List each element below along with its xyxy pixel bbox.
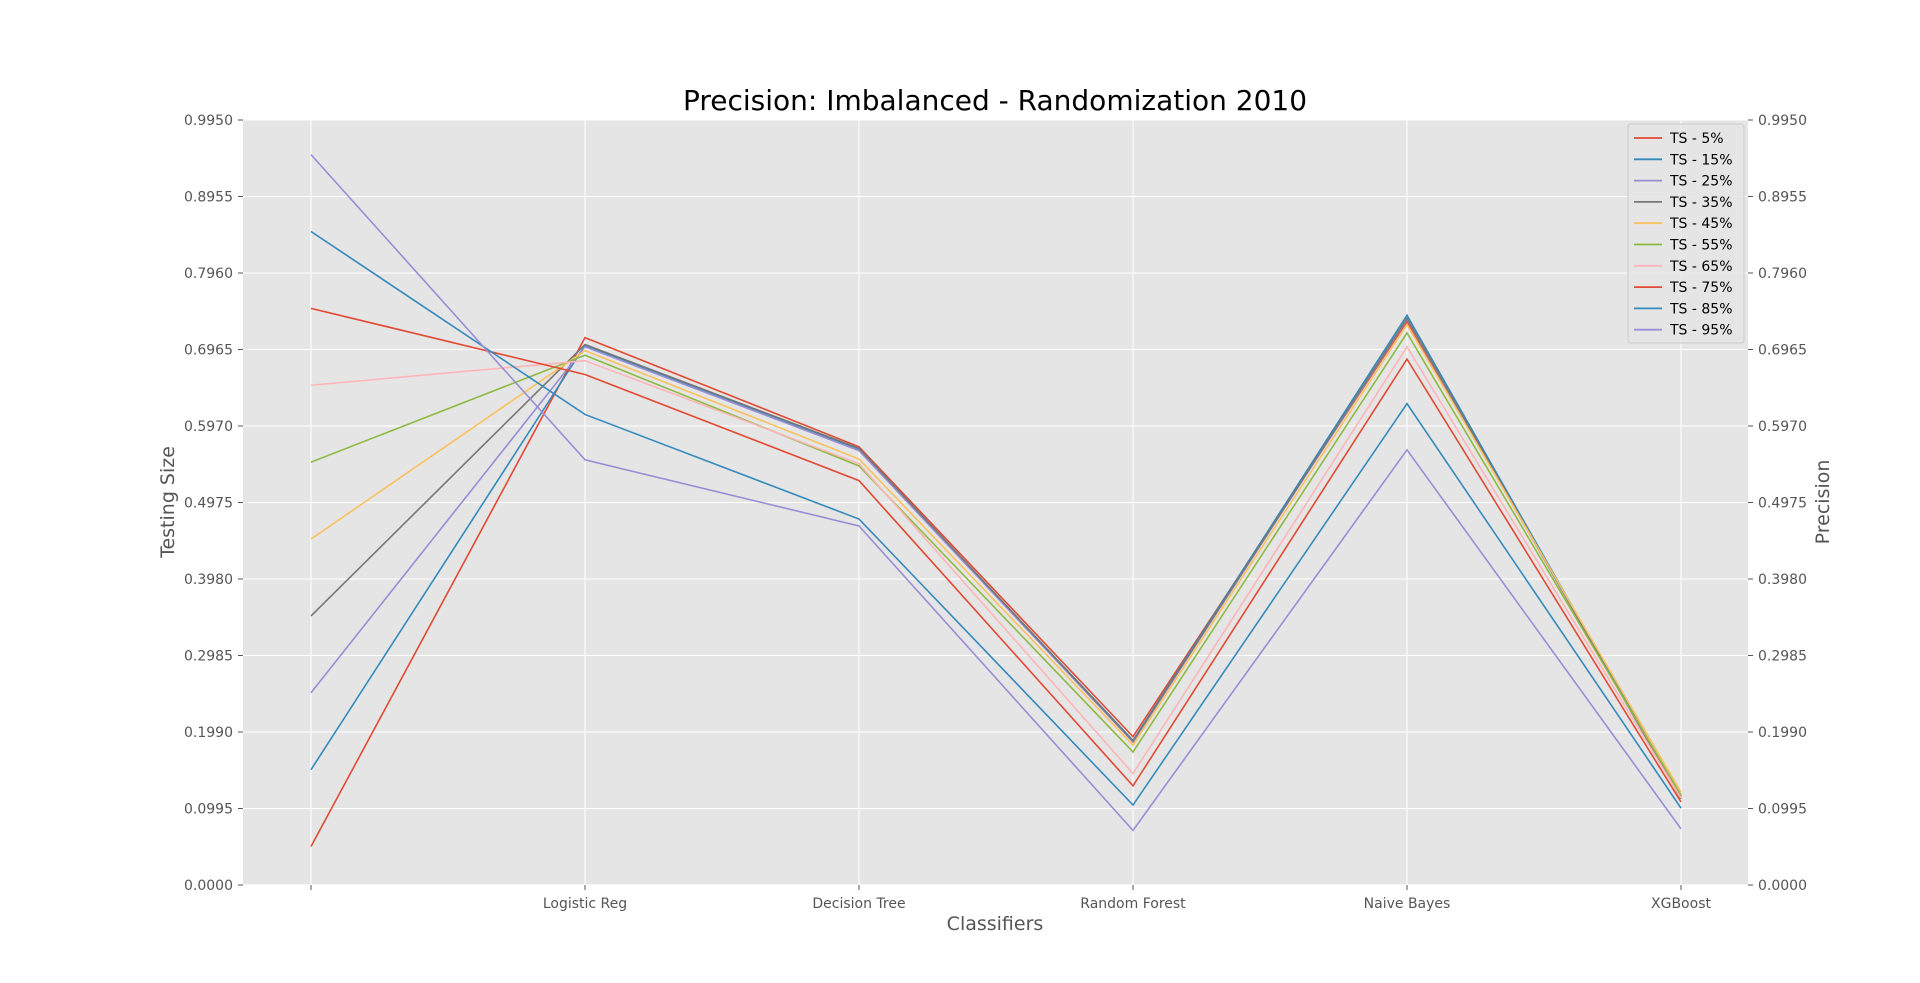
y-tick-label-right: 0.7960 bbox=[1758, 266, 1807, 282]
y-tick-label-left: 0.3980 bbox=[184, 572, 233, 588]
legend-entry-label: TS - 55% bbox=[1669, 238, 1733, 254]
series-line-9 bbox=[310, 230, 1682, 809]
grid-layer bbox=[243, 119, 1748, 886]
y-tick-label-right: 0.0000 bbox=[1758, 878, 1807, 894]
legend-entry-label: TS - 85% bbox=[1669, 301, 1733, 317]
legend-entry-label: TS - 35% bbox=[1669, 195, 1733, 211]
y-tick-label-left: 0.6965 bbox=[184, 343, 233, 359]
y-tick-label-left: 0.0000 bbox=[184, 878, 233, 894]
legend-entry-label: TS - 95% bbox=[1669, 323, 1733, 339]
legend: TS - 5% TS - 15% TS - 25% TS - 35% TS - 45% T… bbox=[1627, 123, 1745, 344]
y-tick-label-left: 0.5970 bbox=[184, 419, 233, 435]
y-tick-label-left: 0.7960 bbox=[184, 266, 233, 282]
tick-layer: 0.0000 0.0000 0.0995 0.0995 0.1990 0.1990 0.29… bbox=[184, 113, 1807, 912]
legend-entry-label: TS - 15% bbox=[1669, 152, 1733, 168]
y-tick-label-left: 0.4975 bbox=[184, 496, 233, 512]
y-tick-label-left: 0.1990 bbox=[184, 725, 233, 741]
x-tick-label: Naive Bayes bbox=[1364, 896, 1451, 912]
x-axis-label: Classifiers bbox=[947, 913, 1044, 935]
y-tick-label-right: 0.4975 bbox=[1758, 496, 1807, 512]
y-tick-label-right: 0.0995 bbox=[1758, 802, 1807, 818]
legend-entry-label: TS - 45% bbox=[1669, 216, 1733, 232]
legend-entry-label: TS - 65% bbox=[1669, 259, 1733, 275]
series-layer bbox=[310, 154, 1682, 847]
x-tick-label: Random Forest bbox=[1080, 896, 1186, 912]
y-tick-label-right: 0.8955 bbox=[1758, 190, 1807, 206]
x-tick-label: XGBoost bbox=[1651, 896, 1711, 912]
y-tick-label-right: 0.2985 bbox=[1758, 649, 1807, 665]
y-tick-label-left: 0.0995 bbox=[184, 802, 233, 818]
y-tick-label-right: 0.6965 bbox=[1758, 343, 1807, 359]
chart-title: Precision: Imbalanced - Randomization 20… bbox=[683, 84, 1307, 117]
y-tick-label-right: 0.5970 bbox=[1758, 419, 1807, 435]
x-tick-label: Decision Tree bbox=[812, 896, 905, 912]
legend-entry-label: TS - 25% bbox=[1669, 174, 1733, 190]
y-axis-label-right: Precision bbox=[1812, 460, 1834, 545]
series-line-8 bbox=[310, 307, 1682, 803]
legend-box bbox=[1627, 123, 1745, 344]
y-tick-label-right: 0.9950 bbox=[1758, 113, 1807, 129]
y-tick-label-right: 0.1990 bbox=[1758, 725, 1807, 741]
series-line-7 bbox=[310, 345, 1682, 799]
series-line-10 bbox=[310, 154, 1682, 832]
legend-entry-label: TS - 5% bbox=[1669, 131, 1724, 147]
legend-entry-label: TS - 75% bbox=[1669, 280, 1733, 296]
series-line-5 bbox=[310, 322, 1682, 793]
y-tick-label-left: 0.9950 bbox=[184, 113, 233, 129]
y-tick-label-right: 0.3980 bbox=[1758, 572, 1807, 588]
y-tick-label-left: 0.2985 bbox=[184, 649, 233, 665]
series-line-4 bbox=[310, 316, 1682, 800]
x-tick-label: Logistic Reg bbox=[543, 896, 627, 912]
y-tick-label-left: 0.8955 bbox=[184, 190, 233, 206]
series-line-6 bbox=[310, 331, 1682, 796]
y-axis-label-left: Testing Size bbox=[157, 446, 179, 559]
